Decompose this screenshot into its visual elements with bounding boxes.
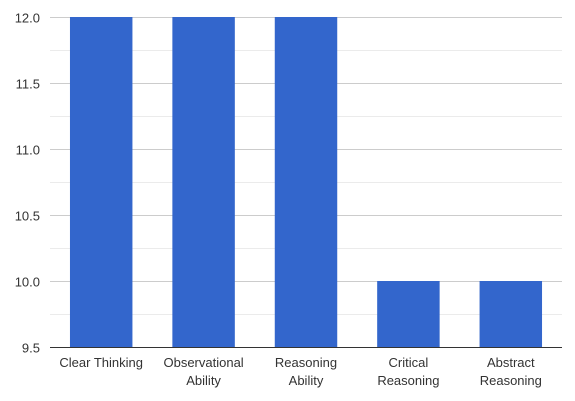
- bar[interactable]: [479, 281, 543, 347]
- y-tick-label: 11.5: [16, 77, 40, 92]
- y-tick-label: 12.0: [15, 11, 40, 26]
- x-tick-label: Observational: [163, 355, 243, 370]
- x-tick-label: Ability: [289, 373, 324, 388]
- y-axis: 9.5 10.0 10.5 11.0 11.5 12.0: [15, 11, 40, 356]
- x-tick-label: Ability: [186, 373, 221, 388]
- bar[interactable]: [377, 281, 440, 347]
- x-tick-label: Reasoning: [480, 373, 542, 388]
- bar[interactable]: [274, 17, 338, 347]
- x-tick-label: Reasoning: [275, 355, 337, 370]
- y-tick-label: 10.0: [15, 275, 40, 290]
- x-tick-label: Abstract: [487, 355, 535, 370]
- y-tick-label: 10.5: [15, 209, 40, 224]
- y-tick-label: 11.0: [16, 143, 40, 158]
- x-axis: Clear Thinking Observational Ability Reason…: [59, 355, 541, 388]
- x-tick-label: Clear Thinking: [59, 355, 143, 370]
- x-tick-label: Reasoning: [377, 373, 439, 388]
- y-tick-label: 9.5: [22, 341, 40, 356]
- bars: [69, 17, 543, 347]
- x-tick-label: Critical: [389, 355, 429, 370]
- bar[interactable]: [69, 17, 133, 347]
- bar[interactable]: [172, 17, 235, 347]
